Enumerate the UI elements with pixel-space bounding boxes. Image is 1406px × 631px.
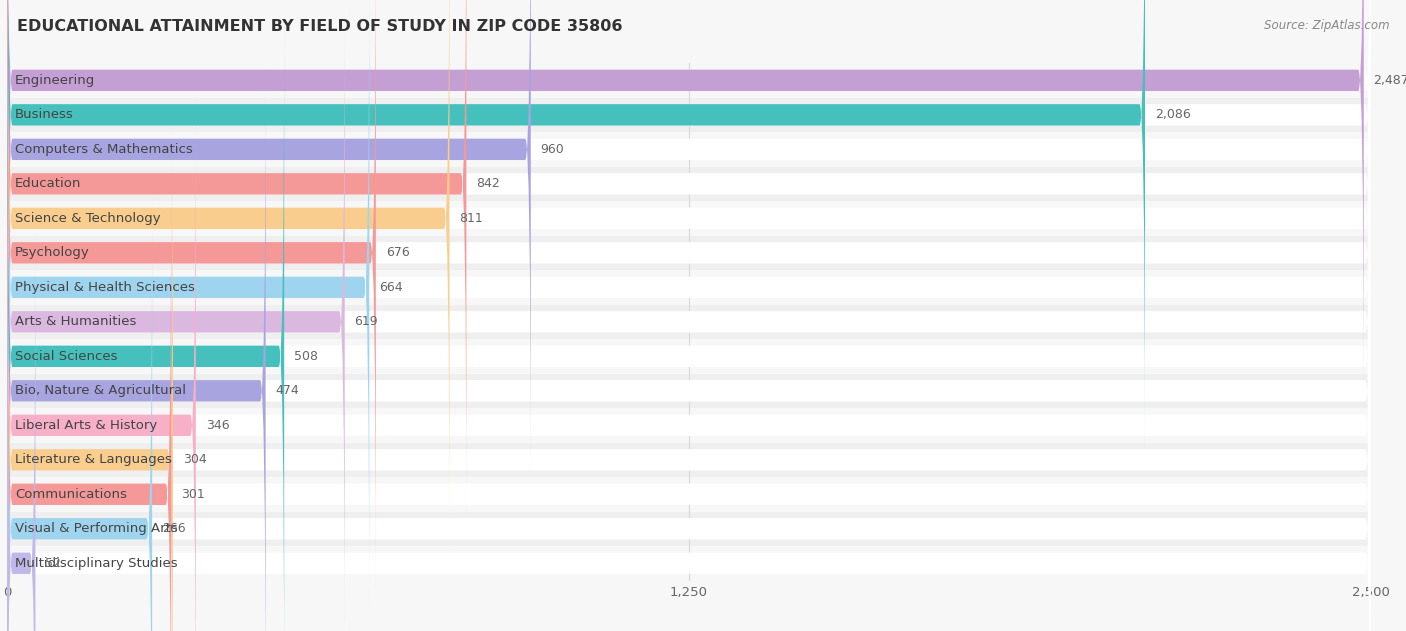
Text: 304: 304 xyxy=(183,453,207,466)
Text: Science & Technology: Science & Technology xyxy=(15,212,160,225)
Bar xyxy=(7,546,1371,581)
Text: Social Sciences: Social Sciences xyxy=(15,350,118,363)
Text: Arts & Humanities: Arts & Humanities xyxy=(15,316,136,328)
FancyBboxPatch shape xyxy=(7,22,284,631)
Text: 474: 474 xyxy=(276,384,299,398)
Text: Education: Education xyxy=(15,177,82,191)
Text: EDUCATIONAL ATTAINMENT BY FIELD OF STUDY IN ZIP CODE 35806: EDUCATIONAL ATTAINMENT BY FIELD OF STUDY… xyxy=(17,19,623,34)
Bar xyxy=(7,201,1371,235)
FancyBboxPatch shape xyxy=(7,22,1371,631)
FancyBboxPatch shape xyxy=(7,0,1371,587)
Bar xyxy=(7,235,1371,270)
FancyBboxPatch shape xyxy=(7,57,266,631)
FancyBboxPatch shape xyxy=(7,194,152,631)
FancyBboxPatch shape xyxy=(7,160,172,631)
Text: Visual & Performing Arts: Visual & Performing Arts xyxy=(15,522,179,535)
FancyBboxPatch shape xyxy=(7,0,1371,449)
Bar xyxy=(7,339,1371,374)
Text: 2,487: 2,487 xyxy=(1374,74,1406,87)
FancyBboxPatch shape xyxy=(7,0,1144,449)
Bar xyxy=(7,132,1371,167)
FancyBboxPatch shape xyxy=(7,126,173,631)
Text: 346: 346 xyxy=(205,419,229,432)
FancyBboxPatch shape xyxy=(7,0,530,483)
Text: 676: 676 xyxy=(385,246,409,259)
Text: Psychology: Psychology xyxy=(15,246,90,259)
Text: 508: 508 xyxy=(294,350,318,363)
FancyBboxPatch shape xyxy=(7,0,1371,483)
FancyBboxPatch shape xyxy=(7,0,450,553)
FancyBboxPatch shape xyxy=(7,160,1371,631)
Bar xyxy=(7,167,1371,201)
Text: 664: 664 xyxy=(380,281,402,294)
Text: Communications: Communications xyxy=(15,488,127,501)
FancyBboxPatch shape xyxy=(7,0,370,622)
Bar xyxy=(7,270,1371,305)
FancyBboxPatch shape xyxy=(7,194,1371,631)
FancyBboxPatch shape xyxy=(7,0,1371,415)
Text: 266: 266 xyxy=(162,522,186,535)
FancyBboxPatch shape xyxy=(7,0,375,587)
Bar xyxy=(7,477,1371,512)
Text: Bio, Nature & Agricultural: Bio, Nature & Agricultural xyxy=(15,384,186,398)
Text: Business: Business xyxy=(15,109,75,121)
FancyBboxPatch shape xyxy=(7,0,1371,622)
Text: 2,086: 2,086 xyxy=(1154,109,1191,121)
FancyBboxPatch shape xyxy=(7,229,1371,631)
Bar xyxy=(7,63,1371,98)
FancyBboxPatch shape xyxy=(7,91,195,631)
FancyBboxPatch shape xyxy=(7,126,1371,631)
FancyBboxPatch shape xyxy=(7,0,344,631)
Text: 52: 52 xyxy=(45,557,60,570)
Text: 960: 960 xyxy=(540,143,564,156)
FancyBboxPatch shape xyxy=(7,91,1371,631)
Bar xyxy=(7,442,1371,477)
Text: Liberal Arts & History: Liberal Arts & History xyxy=(15,419,157,432)
FancyBboxPatch shape xyxy=(7,0,1371,553)
Text: 619: 619 xyxy=(354,316,378,328)
FancyBboxPatch shape xyxy=(7,0,1371,631)
Bar xyxy=(7,305,1371,339)
Bar xyxy=(7,512,1371,546)
FancyBboxPatch shape xyxy=(7,57,1371,631)
FancyBboxPatch shape xyxy=(7,0,467,518)
Bar xyxy=(7,98,1371,132)
Text: Physical & Health Sciences: Physical & Health Sciences xyxy=(15,281,195,294)
FancyBboxPatch shape xyxy=(7,229,35,631)
Bar xyxy=(7,408,1371,442)
Text: Multidisciplinary Studies: Multidisciplinary Studies xyxy=(15,557,177,570)
FancyBboxPatch shape xyxy=(7,0,1364,415)
Text: 301: 301 xyxy=(181,488,205,501)
Text: 811: 811 xyxy=(460,212,484,225)
FancyBboxPatch shape xyxy=(7,0,1371,518)
Bar xyxy=(7,374,1371,408)
Text: Engineering: Engineering xyxy=(15,74,96,87)
Text: Source: ZipAtlas.com: Source: ZipAtlas.com xyxy=(1264,19,1389,32)
Text: 842: 842 xyxy=(477,177,501,191)
Text: Computers & Mathematics: Computers & Mathematics xyxy=(15,143,193,156)
Text: Literature & Languages: Literature & Languages xyxy=(15,453,172,466)
